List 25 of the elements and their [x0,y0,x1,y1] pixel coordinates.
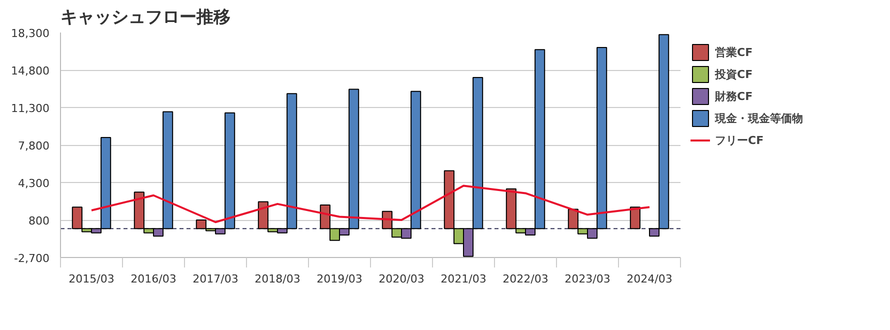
chart-title: キャッシュフロー推移 [60,8,230,28]
y-tick-label: 18,300 [11,27,50,40]
x-tick-label: 2024/03 [626,272,672,286]
legend-label: 営業CF [715,44,753,60]
x-tick-label: 2023/03 [564,272,610,286]
x-tick-label: 2018/03 [254,272,300,286]
x-tick-label: 2021/03 [440,272,486,286]
y-tick-label: 7,800 [18,140,50,152]
x-tick-label: 2022/03 [502,272,548,286]
x-tick-label: 2020/03 [378,272,424,286]
y-tick-label: -2,700 [14,252,50,265]
x-tick-label: 2015/03 [68,272,114,286]
x-tick-label: 2016/03 [130,272,176,286]
legend-label: フリーCF [715,132,764,148]
y-tick-label: 11,300 [11,102,50,115]
legend-label: 現金・現金等価物 [715,110,803,126]
line-series [90,184,650,224]
x-tick-label: 2019/03 [316,272,362,286]
y-tick-label: 800 [28,214,50,228]
bar [630,206,640,230]
y-tick-label: 4,300 [18,177,50,190]
legend-label: 財務CF [715,88,753,104]
y-tick-label: 14,800 [11,64,50,78]
legend-label: 投資CF [715,66,753,82]
x-tick-label: 2017/03 [192,272,238,286]
